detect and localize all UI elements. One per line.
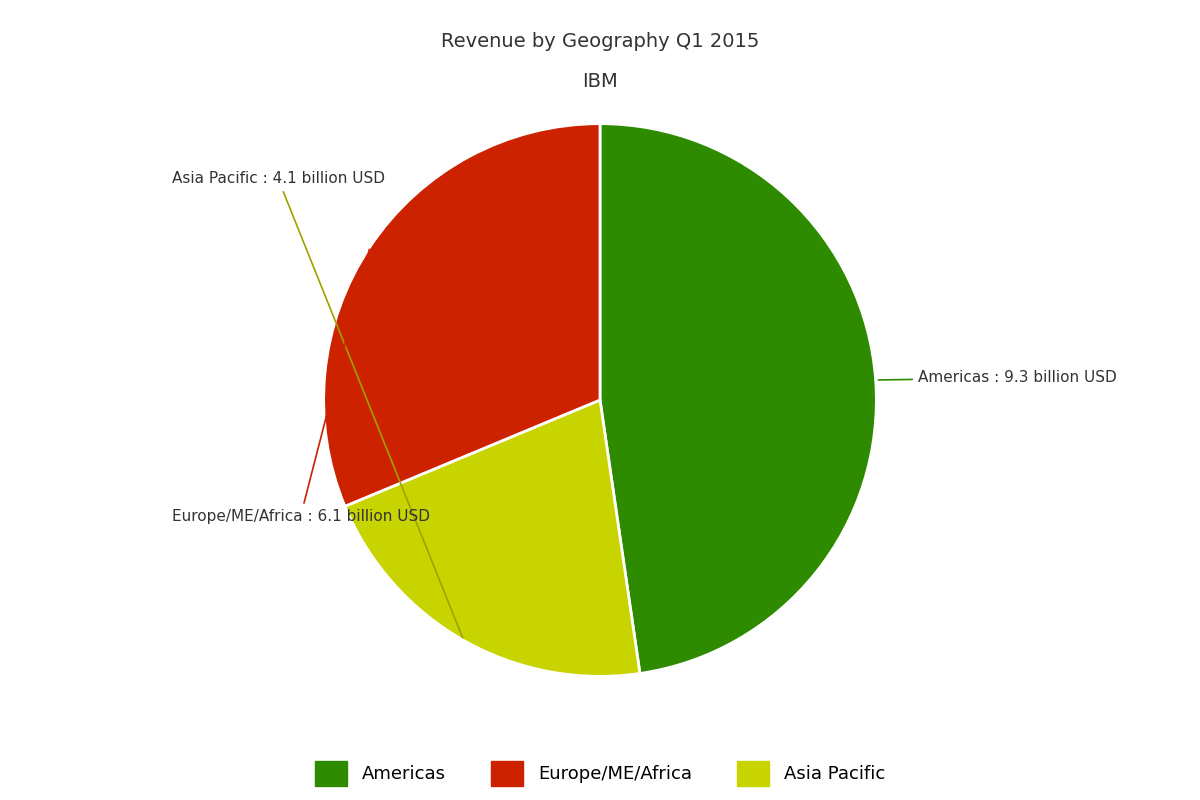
Legend: Americas, Europe/ME/Africa, Asia Pacific: Americas, Europe/ME/Africa, Asia Pacific: [296, 742, 904, 800]
Text: IBM: IBM: [582, 72, 618, 91]
Text: Asia Pacific : 4.1 billion USD: Asia Pacific : 4.1 billion USD: [172, 171, 463, 638]
Wedge shape: [344, 400, 640, 676]
Wedge shape: [600, 124, 876, 674]
Text: Europe/ME/Africa : 6.1 billion USD: Europe/ME/Africa : 6.1 billion USD: [172, 250, 430, 523]
Text: Americas : 9.3 billion USD: Americas : 9.3 billion USD: [878, 370, 1116, 386]
Wedge shape: [324, 124, 600, 506]
Text: Revenue by Geography Q1 2015: Revenue by Geography Q1 2015: [440, 32, 760, 51]
